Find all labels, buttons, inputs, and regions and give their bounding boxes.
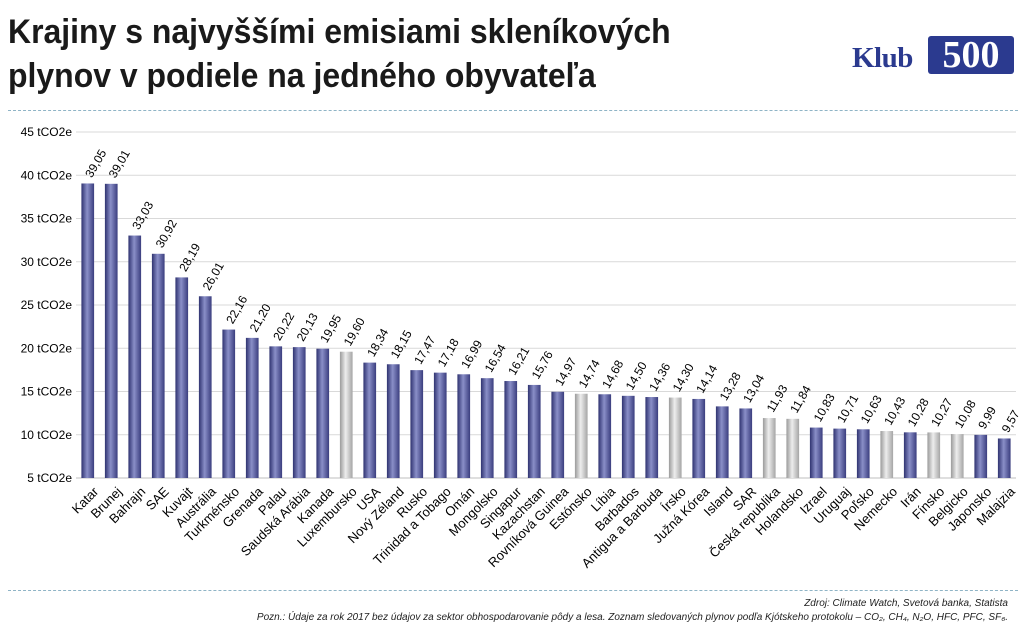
bar-30	[762, 418, 776, 478]
bar-7	[222, 329, 236, 478]
bar-10	[292, 347, 306, 478]
bar-20	[527, 384, 541, 478]
bar-chart: 5 tCO2e 10 tCO2e 15 tCO2e 20 tCO2e 25 tCO2e 3…	[21, 125, 1023, 571]
bar-13	[363, 362, 377, 478]
value-label: 10,08	[952, 397, 979, 430]
bar-39	[974, 434, 988, 478]
bar-19	[504, 381, 518, 478]
bar-14	[386, 364, 400, 478]
bar-15	[410, 370, 424, 478]
y-tick-label: 25 tCO2e	[21, 298, 73, 312]
bar-4	[151, 253, 165, 478]
value-label: 15,76	[529, 348, 556, 381]
bar-27	[692, 398, 706, 478]
bar-22	[574, 393, 588, 478]
value-label: 33,03	[129, 199, 156, 232]
bar-18	[480, 378, 494, 478]
bar-23	[598, 394, 612, 478]
value-label: 11,84	[787, 383, 814, 416]
bar-36	[903, 432, 917, 478]
bar-35	[880, 431, 894, 478]
footnote: Pozn.: Údaje za rok 2017 bez údajov za s…	[256, 612, 1008, 623]
title-line-2: plynov v podiele na jedného obyvateľa	[8, 57, 596, 95]
bar-1	[81, 183, 95, 478]
x-axis-labels: KatarBrunejBahrajnSAEKuvajtAustráliaTurk…	[69, 483, 1019, 570]
value-label: 13,04	[740, 372, 767, 405]
bar-28	[715, 406, 729, 478]
value-label: 30,92	[153, 217, 180, 250]
logo-number: 500	[928, 36, 1014, 74]
page-title: Krajiny s najvyššími emisiami skleníkový…	[8, 10, 751, 98]
chart-bars	[81, 183, 1011, 478]
y-tick-label: 35 tCO2e	[21, 212, 73, 226]
value-label: 14,74	[576, 357, 603, 390]
bar-3	[128, 235, 142, 478]
y-tick-label: 20 tCO2e	[21, 341, 73, 355]
value-label: 14,36	[646, 360, 673, 393]
bar-37	[927, 432, 941, 478]
bar-12	[339, 351, 353, 478]
value-label: 14,14	[693, 362, 720, 395]
bar-33	[833, 428, 847, 478]
bar-25	[645, 397, 659, 478]
bar-2	[104, 183, 118, 478]
bar-40	[997, 438, 1011, 478]
source-note: Zdroj: Climate Watch, Svetová banka, Sta…	[804, 598, 1008, 609]
value-label: 10,71	[834, 392, 861, 425]
value-label: 20,22	[270, 310, 297, 343]
bar-5	[175, 277, 189, 478]
value-label: 18,15	[388, 327, 415, 360]
bar-26	[668, 397, 682, 478]
bar-29	[739, 408, 753, 478]
klub500-logo: Klub 500	[852, 36, 1022, 76]
bar-32	[809, 427, 823, 478]
bar-16	[433, 372, 447, 478]
value-label: 16,21	[505, 344, 532, 377]
bar-17	[457, 374, 471, 478]
value-label: 10,28	[905, 396, 932, 429]
header-divider	[8, 110, 1018, 111]
value-label: 16,99	[458, 337, 485, 370]
value-label: 10,83	[811, 391, 838, 424]
bar-6	[198, 296, 212, 478]
value-label: 9,99	[975, 404, 999, 432]
logo-word: Klub	[852, 42, 913, 74]
value-label: 9,57	[999, 407, 1023, 435]
bar-21	[551, 391, 565, 478]
y-axis: 5 tCO2e 10 tCO2e 15 tCO2e 20 tCO2e 25 tCO2e 3…	[21, 125, 73, 485]
bar-34	[856, 429, 870, 478]
bar-31	[786, 418, 800, 478]
value-label: 19,60	[341, 315, 368, 348]
y-tick-label: 10 tCO2e	[21, 428, 73, 442]
chart-grid	[76, 131, 1016, 479]
value-label: 21,20	[247, 301, 274, 334]
y-tick-label: 40 tCO2e	[21, 168, 73, 182]
value-label: 26,01	[200, 259, 227, 292]
title-line-1: Krajiny s najvyššími emisiami skleníkový…	[8, 13, 671, 51]
bar-8	[245, 337, 259, 478]
value-label: 28,19	[176, 241, 203, 274]
bar-9	[269, 346, 283, 478]
value-label: 22,16	[223, 293, 250, 326]
y-tick-label: 30 tCO2e	[21, 255, 73, 269]
bar-24	[621, 395, 635, 478]
y-tick-label: 5 tCO2e	[27, 471, 72, 485]
bar-11	[316, 348, 330, 478]
y-tick-label: 45 tCO2e	[21, 125, 73, 139]
y-tick-label: 15 tCO2e	[21, 385, 73, 399]
footer-divider	[8, 590, 1018, 591]
value-label: 11,93	[764, 382, 791, 415]
bar-38	[950, 434, 964, 478]
